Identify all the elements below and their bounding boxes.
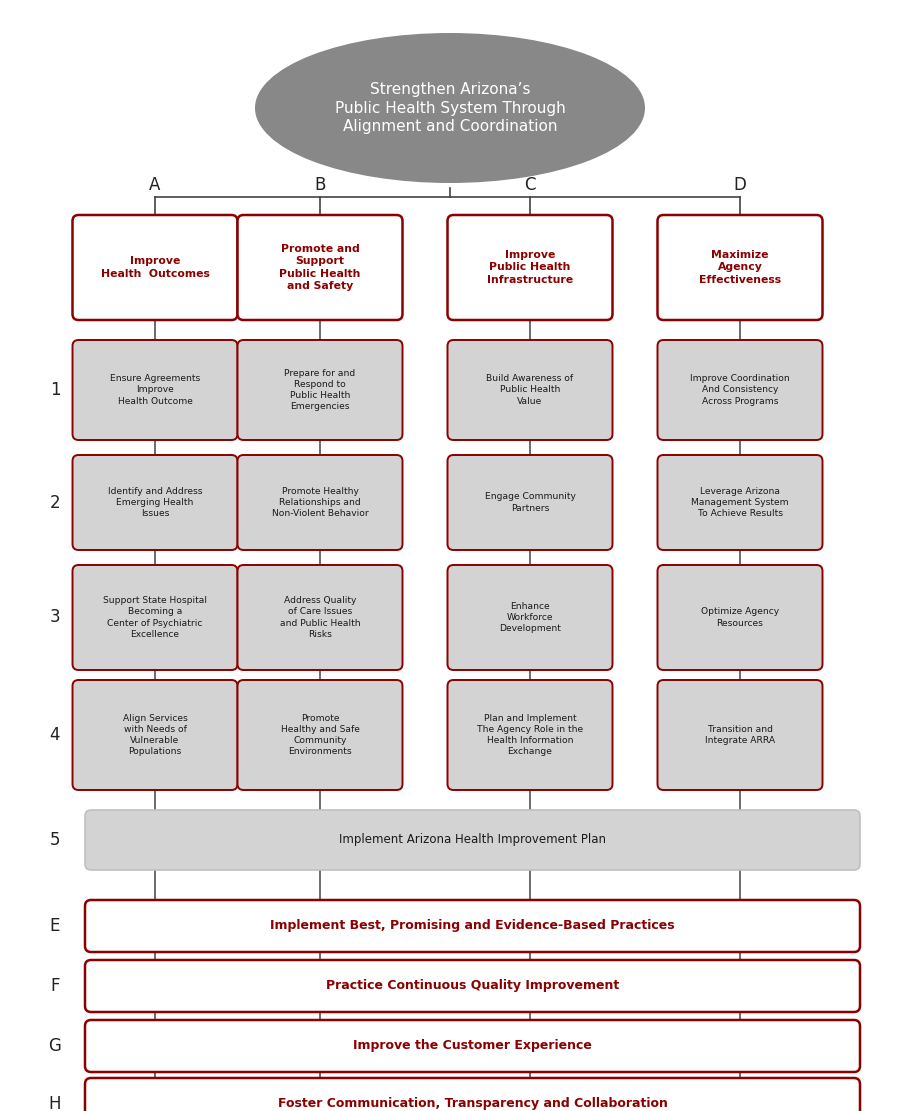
Text: Improve Coordination
And Consistency
Across Programs: Improve Coordination And Consistency Acr… (690, 374, 790, 406)
FancyBboxPatch shape (447, 216, 613, 320)
Text: A: A (149, 176, 161, 194)
Text: Foster Communication, Transparency and Collaboration: Foster Communication, Transparency and C… (277, 1098, 668, 1111)
Text: Strengthen Arizona’s
Public Health System Through
Alignment and Coordination: Strengthen Arizona’s Public Health Syste… (335, 82, 565, 134)
Text: 3: 3 (50, 609, 60, 627)
FancyBboxPatch shape (447, 340, 613, 440)
Text: Transition and
Integrate ARRA: Transition and Integrate ARRA (705, 725, 775, 745)
FancyBboxPatch shape (238, 456, 402, 550)
Text: 2: 2 (50, 493, 60, 511)
Text: Plan and Implement
The Agency Role in the
Health Information
Exchange: Plan and Implement The Agency Role in th… (477, 714, 583, 757)
Text: Promote
Healthy and Safe
Community
Environments: Promote Healthy and Safe Community Envir… (281, 714, 359, 757)
Text: Promote and
Support
Public Health
and Safety: Promote and Support Public Health and Sa… (279, 244, 361, 291)
Text: Build Awareness of
Public Health
Value: Build Awareness of Public Health Value (486, 374, 573, 406)
FancyBboxPatch shape (658, 216, 823, 320)
FancyBboxPatch shape (447, 680, 613, 790)
FancyBboxPatch shape (73, 565, 238, 670)
FancyBboxPatch shape (73, 680, 238, 790)
Text: Enhance
Workforce
Development: Enhance Workforce Development (500, 602, 561, 633)
FancyBboxPatch shape (85, 900, 860, 952)
Text: Improve
Health  Outcomes: Improve Health Outcomes (101, 257, 210, 279)
Text: Optimize Agency
Resources: Optimize Agency Resources (701, 608, 779, 628)
Text: G: G (49, 1037, 61, 1055)
FancyBboxPatch shape (447, 456, 613, 550)
FancyBboxPatch shape (658, 680, 823, 790)
FancyBboxPatch shape (238, 340, 402, 440)
Text: Support State Hospital
Becoming a
Center of Psychiatric
Excellence: Support State Hospital Becoming a Center… (103, 597, 207, 639)
Text: F: F (50, 977, 59, 995)
FancyBboxPatch shape (73, 456, 238, 550)
FancyBboxPatch shape (85, 1078, 860, 1111)
Text: Align Services
with Needs of
Vulnerable
Populations: Align Services with Needs of Vulnerable … (122, 714, 187, 757)
Text: Improve
Public Health
Infrastructure: Improve Public Health Infrastructure (487, 250, 573, 284)
Text: Engage Community
Partners: Engage Community Partners (484, 492, 575, 512)
Text: Improve the Customer Experience: Improve the Customer Experience (353, 1040, 592, 1052)
FancyBboxPatch shape (658, 456, 823, 550)
FancyBboxPatch shape (238, 565, 402, 670)
Text: Maximize
Agency
Effectiveness: Maximize Agency Effectiveness (699, 250, 781, 284)
Text: C: C (524, 176, 536, 194)
Ellipse shape (255, 33, 645, 183)
Text: Promote Healthy
Relationships and
Non-Violent Behavior: Promote Healthy Relationships and Non-Vi… (272, 487, 368, 518)
Text: 4: 4 (50, 725, 60, 744)
FancyBboxPatch shape (85, 810, 860, 870)
Text: Leverage Arizona
Management System
To Achieve Results: Leverage Arizona Management System To Ac… (691, 487, 788, 518)
FancyBboxPatch shape (238, 216, 402, 320)
FancyBboxPatch shape (447, 565, 613, 670)
Text: D: D (734, 176, 746, 194)
Text: 5: 5 (50, 831, 60, 849)
Text: H: H (49, 1095, 61, 1111)
FancyBboxPatch shape (85, 960, 860, 1012)
Text: Ensure Agreements
Improve
Health Outcome: Ensure Agreements Improve Health Outcome (110, 374, 200, 406)
Text: Identify and Address
Emerging Health
Issues: Identify and Address Emerging Health Iss… (108, 487, 202, 518)
FancyBboxPatch shape (658, 565, 823, 670)
Text: Address Quality
of Care Issues
and Public Health
Risks: Address Quality of Care Issues and Publi… (280, 597, 360, 639)
Text: B: B (314, 176, 326, 194)
Text: Implement Arizona Health Improvement Plan: Implement Arizona Health Improvement Pla… (339, 833, 606, 847)
FancyBboxPatch shape (73, 216, 238, 320)
Text: Prepare for and
Respond to
Public Health
Emergencies: Prepare for and Respond to Public Health… (284, 369, 356, 411)
Text: Practice Continuous Quality Improvement: Practice Continuous Quality Improvement (326, 980, 619, 992)
Text: 1: 1 (50, 381, 60, 399)
FancyBboxPatch shape (658, 340, 823, 440)
FancyBboxPatch shape (73, 340, 238, 440)
FancyBboxPatch shape (238, 680, 402, 790)
Text: E: E (50, 917, 60, 935)
FancyBboxPatch shape (85, 1020, 860, 1072)
Text: Implement Best, Promising and Evidence-Based Practices: Implement Best, Promising and Evidence-B… (270, 920, 675, 932)
